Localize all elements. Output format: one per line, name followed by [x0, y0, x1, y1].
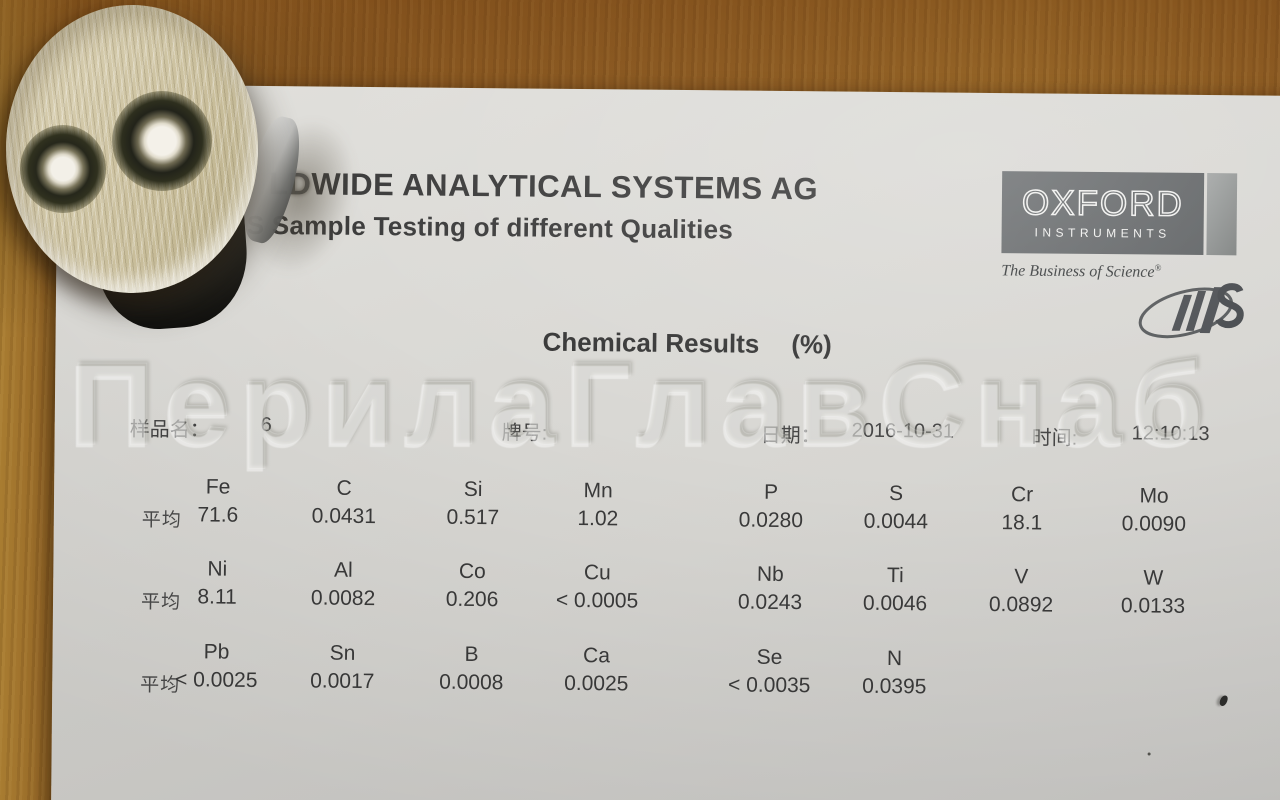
element-symbol: N	[886, 646, 903, 671]
table-cell: Al 0.0082	[268, 558, 418, 611]
element-symbol: Ca	[582, 644, 611, 668]
element-value: 0.0017	[310, 669, 375, 694]
table-cell: W 0.0133	[1078, 566, 1228, 619]
element-value: < 0.0005	[555, 588, 639, 613]
element-symbol: W	[1143, 566, 1164, 590]
element-symbol: Mn	[583, 479, 613, 503]
element-value: 0.0892	[988, 592, 1054, 617]
table-row: 平均 Pb < 0.0025 Sn 0.0017 B 0.0008 Ca 0.0025 Se < 0…	[52, 639, 1280, 715]
table-row: 平均 Fe 71.6 C 0.0431 Si 0.517 Mn 1.02 P 0.0280 S 0.00…	[54, 474, 1280, 550]
element-value: 0.0025	[564, 671, 629, 696]
element-symbol: V	[1014, 565, 1029, 589]
spark-burn-spot-left	[20, 125, 106, 213]
element-value: 0.0090	[1121, 512, 1187, 536]
table-cell: C 0.0431	[269, 476, 419, 529]
table-cell: Cr 18.1	[947, 483, 1097, 536]
element-value: 1.02	[577, 507, 619, 531]
element-value: 18.1	[1001, 511, 1043, 535]
table-cell: Ca 0.0025	[521, 643, 671, 696]
element-symbol: Mo	[1139, 484, 1169, 508]
was-monogram-icon	[1134, 276, 1247, 348]
table-cell: N 0.0395	[819, 646, 969, 699]
table-cell: Mo 0.0090	[1079, 484, 1229, 537]
table-cell: V 0.0892	[946, 565, 1096, 618]
element-value: 0.0395	[862, 674, 927, 699]
element-symbol: C	[336, 476, 352, 500]
spark-burn-spot-right	[112, 91, 212, 191]
element-symbol: Al	[333, 558, 353, 582]
table-cell: Cu < 0.0005	[522, 560, 672, 613]
table-cell: Mn 1.02	[523, 478, 673, 531]
ink-speck-small	[1147, 752, 1151, 756]
element-value: 0.0431	[311, 504, 377, 529]
element-symbol: Sn	[329, 641, 356, 665]
element-value: 0.0133	[1120, 594, 1186, 618]
table-cell: Sn 0.0017	[267, 641, 417, 694]
table-row: 平均 Ni 8.11 Al 0.0082 Co 0.206 Cu < 0.0005 Nb 0.024…	[53, 556, 1280, 632]
element-symbol: Cr	[1010, 483, 1034, 507]
report-paper: LDWIDE ANALYTICAL SYSTEMS AG S Sample Te…	[50, 84, 1280, 800]
metal-sample-puck	[6, 5, 258, 293]
element-value: 0.0082	[310, 586, 376, 611]
element-symbol: Cu	[583, 561, 611, 585]
